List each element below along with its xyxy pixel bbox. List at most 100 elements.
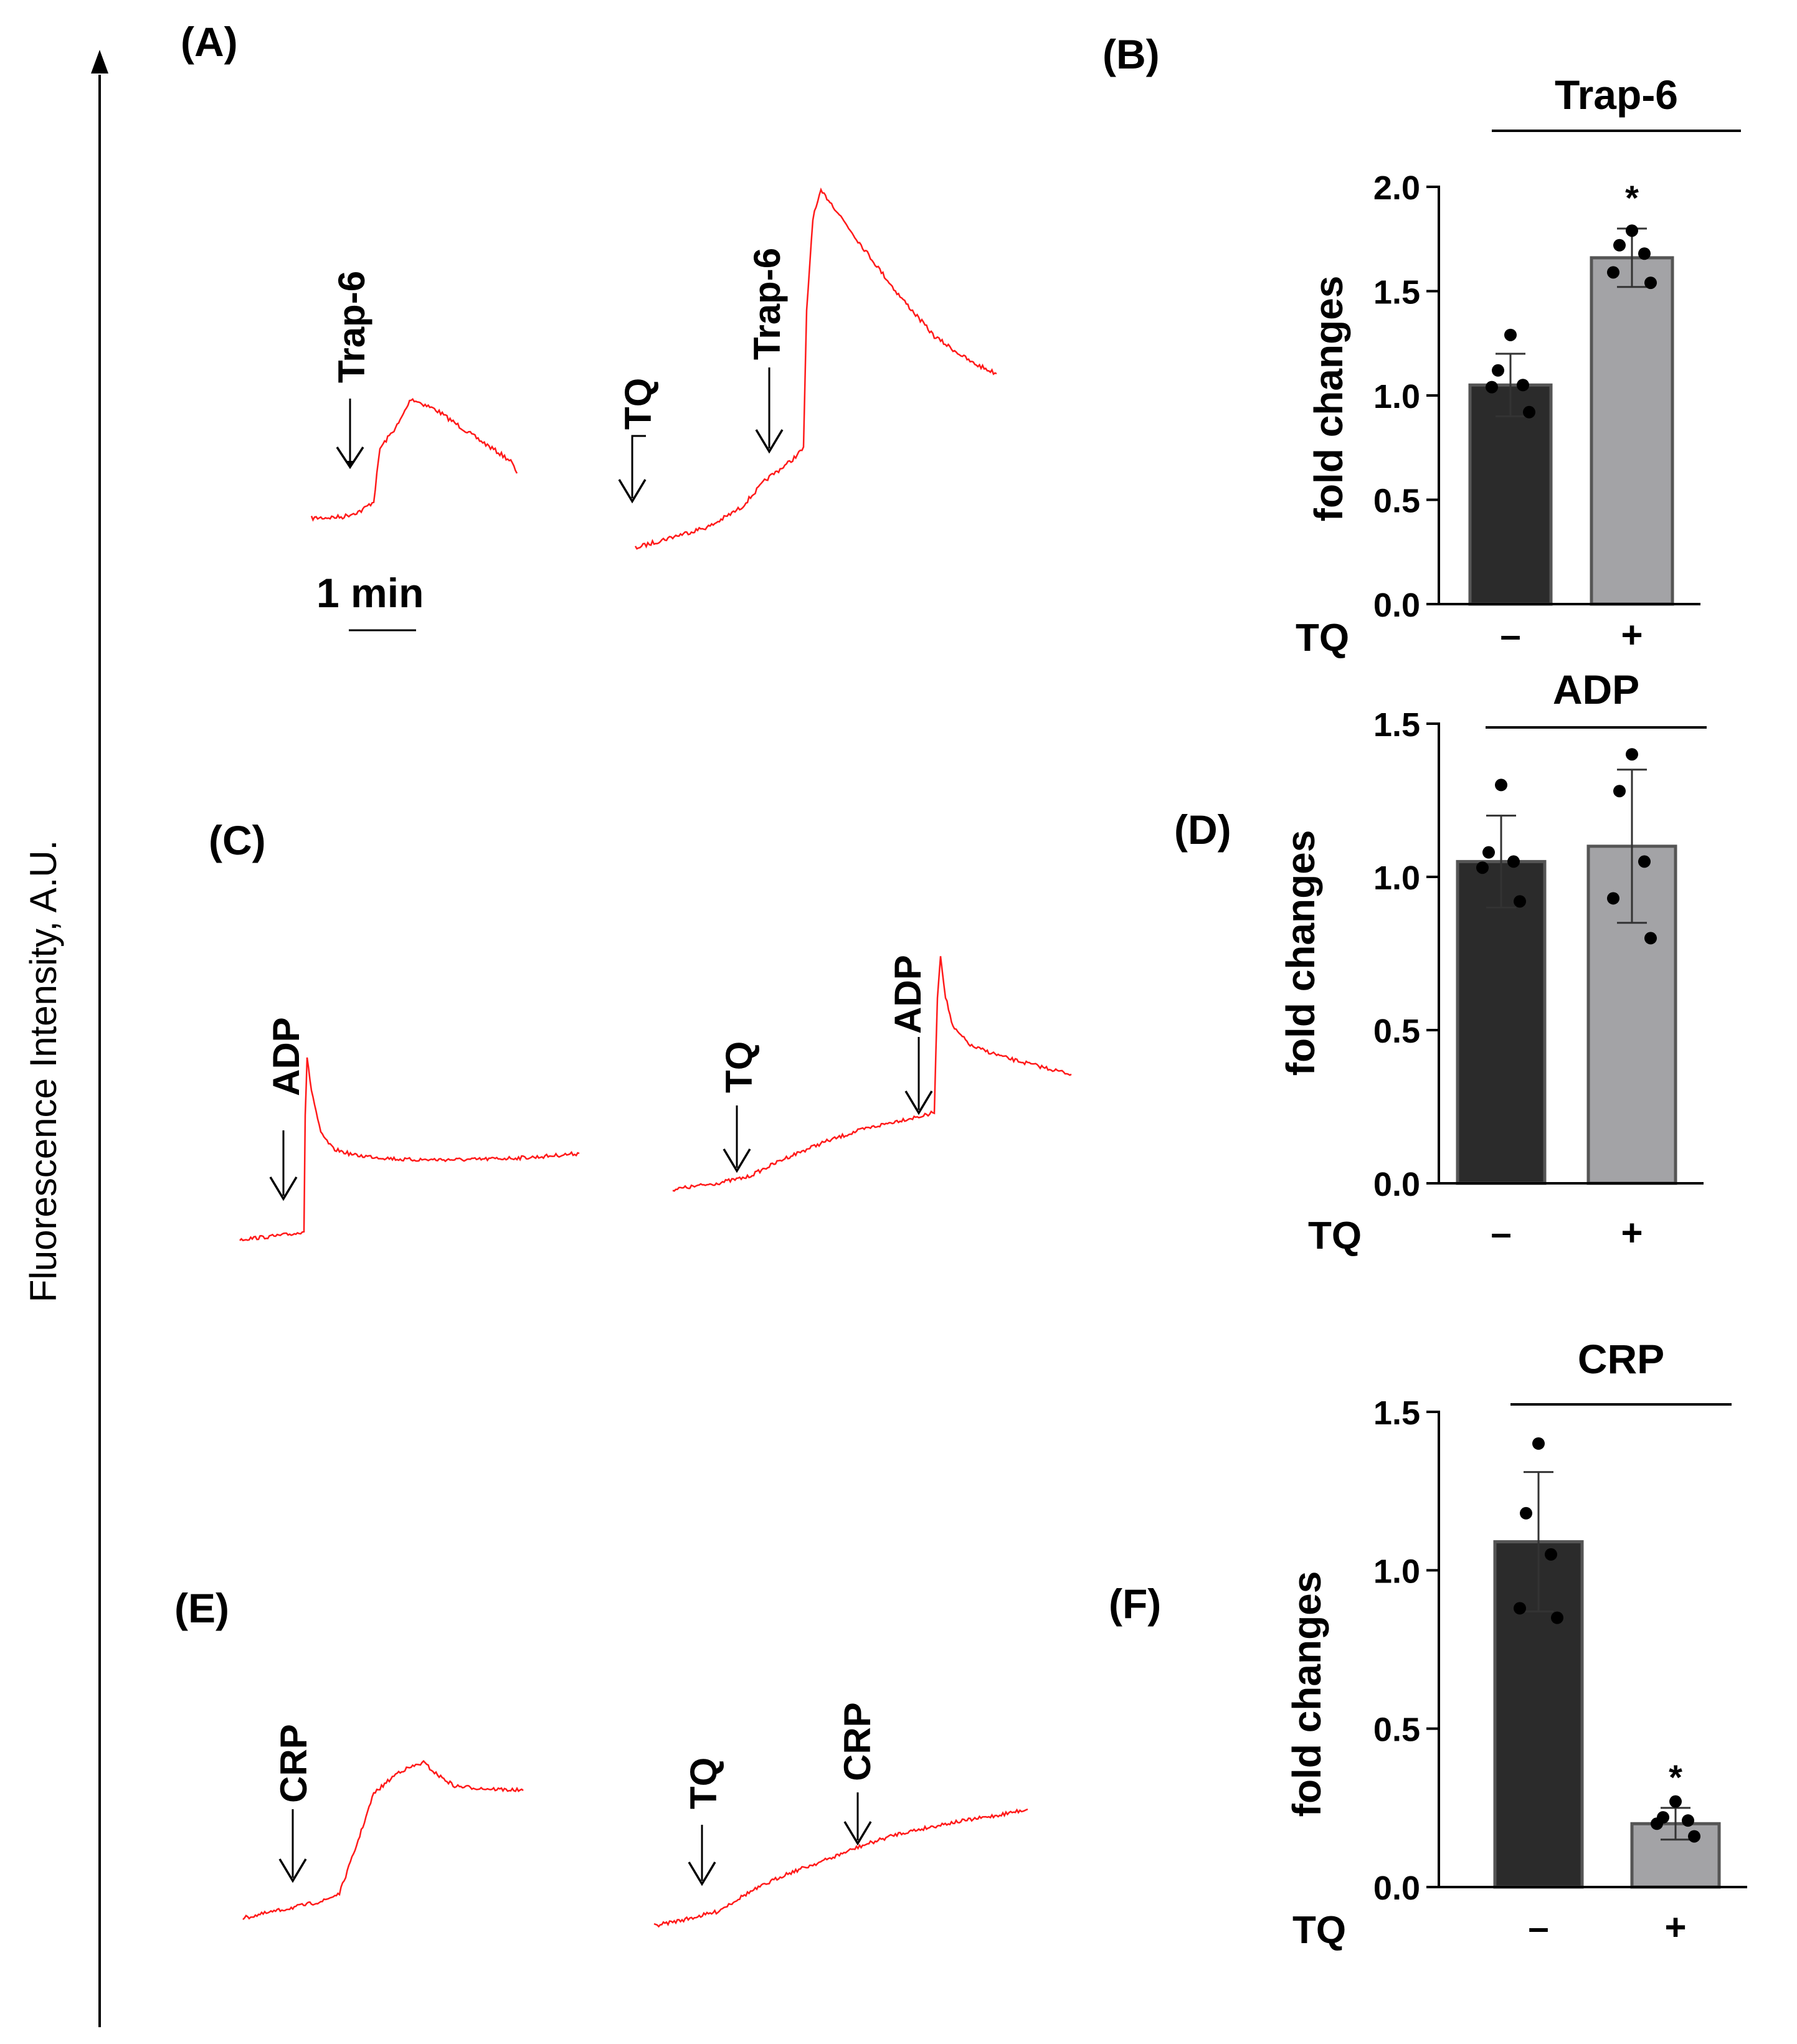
trace-c2-arrow-adp-head xyxy=(904,1091,933,1115)
chart-f-point-0-3 xyxy=(1514,1602,1526,1615)
chart-d-row-label: TQ xyxy=(1308,1214,1362,1257)
trace-e1-label-crp: CRP xyxy=(273,1724,315,1803)
chart-d-ytick-label-1: 0.5 xyxy=(1373,1013,1420,1050)
trace-a1: Trap-6 1 min xyxy=(310,271,518,632)
trace-a2-label-tq: TQ xyxy=(617,378,659,430)
chart-f-row-label: TQ xyxy=(1292,1909,1346,1952)
trace-e1: CRP xyxy=(242,1724,524,1921)
trace-a2-arrow-trap6-head xyxy=(755,429,784,454)
fluorescence-axis-arrowhead xyxy=(91,50,108,73)
chart-b-category-0: – xyxy=(1500,614,1520,656)
chart-b-significance-1: * xyxy=(1625,178,1639,217)
chart-f-category-1: + xyxy=(1664,1906,1686,1948)
trace-e1-line xyxy=(242,1759,524,1921)
chart-d: – +0.0 0.5 1.0 1.5 fold changes ADP (D) TQ xyxy=(1174,666,1707,1257)
panel-label-e: (E) xyxy=(174,1585,229,1631)
trace-c2: TQ ADP xyxy=(672,955,1072,1192)
chart-b-point-0-2 xyxy=(1517,379,1529,392)
trace-c1-label-adp: ADP xyxy=(265,1017,307,1096)
chart-f-point-0-0 xyxy=(1532,1437,1545,1450)
chart-f-point-1-4 xyxy=(1688,1830,1700,1843)
trace-a2: TQ Trap-6 xyxy=(617,187,997,550)
chart-b-category-1: + xyxy=(1621,614,1643,656)
chart-b-ytick-label-2: 1.0 xyxy=(1373,378,1420,415)
chart-b-point-1-3 xyxy=(1607,266,1619,279)
chart-b-point-1-2 xyxy=(1638,247,1651,260)
chart-d-point-0-1 xyxy=(1482,846,1495,859)
chart-d-point-1-0 xyxy=(1626,748,1638,761)
chart-f-point-0-2 xyxy=(1545,1548,1557,1561)
chart-f-category-0: – xyxy=(1528,1906,1548,1948)
trace-e2-arrow-tq-head xyxy=(688,1862,716,1886)
scale-bar-label: 1 min xyxy=(316,570,424,616)
chart-b-point-0-1 xyxy=(1492,364,1504,377)
chart-f-point-1-3 xyxy=(1651,1817,1663,1830)
chart-b-bar-0 xyxy=(1468,383,1553,606)
chart-d-panel-label: (D) xyxy=(1174,807,1231,853)
trace-e2-line xyxy=(653,1808,1028,1928)
trace-c2-arrow-tq-head xyxy=(723,1148,751,1173)
fluorescence-axis-label: Fluorescence Intensity, A.U. xyxy=(22,840,64,1303)
chart-b-ytick-label-4: 2.0 xyxy=(1373,169,1420,207)
trace-a2-arrow-tq-head xyxy=(618,479,647,504)
chart-f-ytick-label-3: 1.5 xyxy=(1373,1394,1420,1432)
panel-label-c: (C) xyxy=(209,817,266,863)
chart-f-ytick-label-2: 1.0 xyxy=(1373,1553,1420,1590)
chart-d-ytick-label-2: 1.0 xyxy=(1373,859,1420,897)
trace-a1-arrow-trap6-head xyxy=(336,447,364,470)
chart-b-point-0-0 xyxy=(1504,328,1517,341)
chart-b-title: Trap-6 xyxy=(1555,72,1678,118)
chart-b-point-1-4 xyxy=(1644,277,1657,290)
trace-a1-line xyxy=(310,397,518,522)
chart-b-ylabel: fold changes xyxy=(1306,276,1351,522)
chart-f-point-1-2 xyxy=(1682,1814,1694,1827)
trace-e2: TQ CRP xyxy=(653,1702,1028,1928)
chart-b: – * +0.0 0.5 1.0 1.5 2.0 fold changes Trap-6 (B) T… xyxy=(1102,31,1741,660)
trace-c1-arrow-adp-head xyxy=(269,1176,298,1201)
trace-a2-label-trap6: Trap-6 xyxy=(746,248,788,360)
trace-c1: ADP xyxy=(239,1017,580,1242)
trace-e2-arrow-crp-head xyxy=(843,1821,872,1846)
chart-f-ytick-label-0: 0.0 xyxy=(1373,1870,1420,1907)
chart-b-ytick-label-3: 1.5 xyxy=(1373,274,1420,311)
chart-b-row-label: TQ xyxy=(1296,617,1349,660)
chart-f-point-0-1 xyxy=(1520,1507,1532,1520)
chart-d-point-1-4 xyxy=(1644,932,1657,945)
chart-f: – * +0.0 0.5 1.0 1.5 fold changes CRP (F) TQ xyxy=(1109,1336,1747,1952)
chart-d-category-0: – xyxy=(1491,1212,1511,1254)
trace-a1-label-trap6: Trap-6 xyxy=(331,271,372,383)
chart-f-significance-1: * xyxy=(1669,1758,1682,1797)
chart-d-point-0-3 xyxy=(1476,861,1489,874)
chart-d-category-1: + xyxy=(1621,1212,1643,1254)
chart-d-ytick-label-0: 0.0 xyxy=(1373,1166,1420,1203)
fluorescence-axis: Fluorescence Intensity, A.U. xyxy=(22,50,108,2027)
chart-b-point-0-3 xyxy=(1486,381,1498,394)
chart-b-ytick-label-1: 0.5 xyxy=(1373,483,1420,520)
trace-a2-line xyxy=(634,187,997,550)
chart-d-point-1-3 xyxy=(1607,892,1619,905)
chart-d-point-0-2 xyxy=(1507,855,1520,868)
chart-d-point-1-1 xyxy=(1613,785,1626,798)
chart-b-panel-label: (B) xyxy=(1102,31,1160,77)
chart-b-point-1-0 xyxy=(1626,224,1638,237)
trace-e2-label-crp: CRP xyxy=(837,1702,878,1781)
chart-d-point-1-2 xyxy=(1638,855,1651,868)
trace-c2-label-adp: ADP xyxy=(887,955,929,1034)
chart-d-ylabel: fold changes xyxy=(1278,830,1323,1076)
trace-c2-line xyxy=(672,956,1072,1192)
chart-d-bar-0 xyxy=(1456,859,1547,1185)
chart-b-ytick-label-0: 0.0 xyxy=(1373,587,1420,624)
trace-e1-arrow-crp-head xyxy=(278,1858,307,1883)
chart-d-point-0-4 xyxy=(1514,895,1526,908)
trace-c1-line xyxy=(239,1057,580,1242)
chart-d-title: ADP xyxy=(1553,666,1639,712)
chart-f-title: CRP xyxy=(1578,1336,1664,1382)
chart-f-ytick-label-1: 0.5 xyxy=(1373,1711,1420,1749)
trace-c2-label-tq: TQ xyxy=(718,1041,760,1093)
chart-d-ytick-label-3: 1.5 xyxy=(1373,706,1420,744)
chart-b-point-0-4 xyxy=(1523,405,1535,419)
chart-f-point-1-0 xyxy=(1669,1795,1682,1808)
chart-b-point-1-1 xyxy=(1613,239,1626,252)
chart-d-point-0-0 xyxy=(1495,778,1507,792)
